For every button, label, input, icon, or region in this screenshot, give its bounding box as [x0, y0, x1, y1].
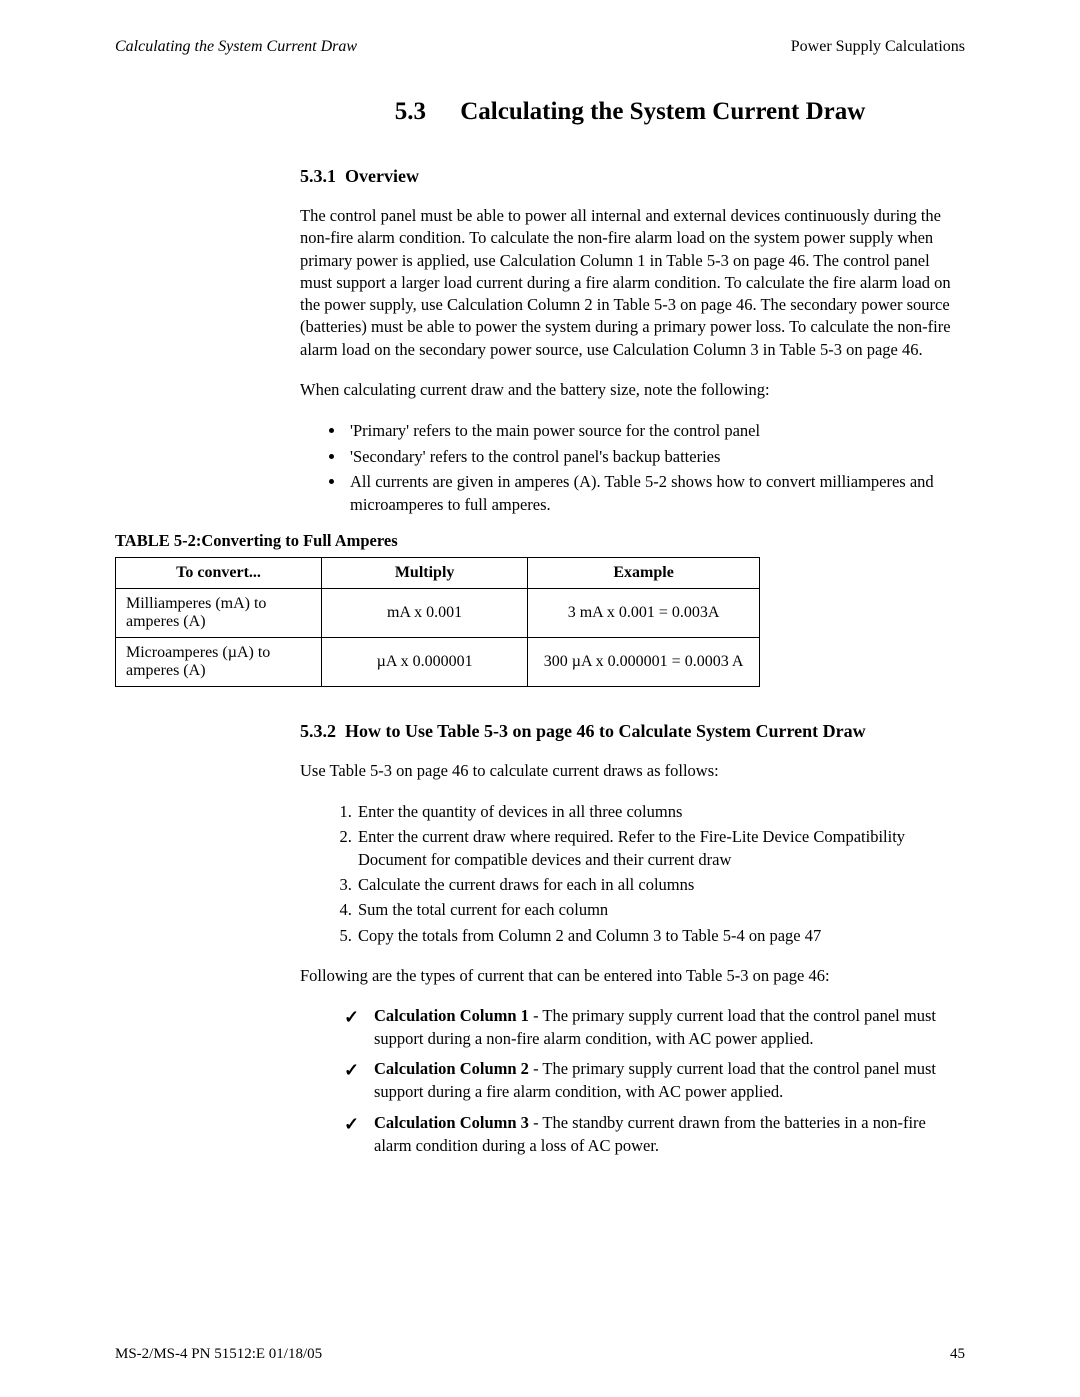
- table-cell: mA x 0.001: [322, 588, 528, 637]
- header-left: Calculating the System Current Draw: [115, 38, 357, 56]
- table-cell: Microamperes (µA) to amperes (A): [116, 637, 322, 686]
- step-item: Copy the totals from Column 2 and Column…: [356, 924, 965, 947]
- step-item: Enter the quantity of devices in all thr…: [356, 800, 965, 823]
- check-bold: Calculation Column 3: [374, 1113, 529, 1132]
- bullet-item: 'Primary' refers to the main power sourc…: [346, 419, 965, 442]
- subsection-1-number: 5.3.1: [300, 166, 336, 186]
- step-item: Sum the total current for each column: [356, 898, 965, 921]
- bullet-item: 'Secondary' refers to the control panel'…: [346, 445, 965, 468]
- table-caption: TABLE 5-2:Converting to Full Amperes: [115, 531, 965, 551]
- bullet-item: All currents are given in amperes (A). T…: [346, 470, 965, 517]
- section-title: 5.3 Calculating the System Current Draw: [295, 98, 965, 126]
- subsection-1-title: 5.3.1 Overview: [300, 166, 965, 187]
- step-item: Calculate the current draws for each in …: [356, 873, 965, 896]
- conversion-table: To convert... Multiply Example Milliampe…: [115, 557, 760, 687]
- subsection-2-text: How to Use Table 5-3 on page 46 to Calcu…: [345, 721, 866, 741]
- content-area: 5.3.1 Overview The control panel must be…: [300, 166, 965, 517]
- overview-bullet-list: 'Primary' refers to the main power sourc…: [300, 419, 965, 517]
- header-right: Power Supply Calculations: [791, 38, 965, 56]
- page-header: Calculating the System Current Draw Powe…: [115, 38, 965, 56]
- sub2-intro: Use Table 5-3 on page 46 to calculate cu…: [300, 760, 965, 782]
- subsection-1-text: Overview: [345, 166, 419, 186]
- footer-left: MS-2/MS-4 PN 51512:E 01/18/05: [115, 1346, 322, 1363]
- check-item: Calculation Column 3 - The standby curre…: [344, 1112, 965, 1158]
- sub2-following: Following are the types of current that …: [300, 965, 965, 987]
- table-col-header: Example: [528, 557, 760, 588]
- footer-page-number: 45: [950, 1346, 965, 1363]
- section-title-text: Calculating the System Current Draw: [460, 98, 865, 125]
- overview-paragraph-1: The control panel must be able to power …: [300, 205, 965, 361]
- document-page: Calculating the System Current Draw Powe…: [0, 0, 1080, 1397]
- table-header-row: To convert... Multiply Example: [116, 557, 760, 588]
- page-footer: MS-2/MS-4 PN 51512:E 01/18/05 45: [115, 1346, 965, 1363]
- check-bold: Calculation Column 2: [374, 1059, 529, 1078]
- steps-list: Enter the quantity of devices in all thr…: [300, 800, 965, 947]
- check-item: Calculation Column 1 - The primary suppl…: [344, 1005, 965, 1051]
- subsection-2-number: 5.3.2: [300, 721, 336, 741]
- check-list: Calculation Column 1 - The primary suppl…: [300, 1005, 965, 1158]
- table-row: Microamperes (µA) to amperes (A) µA x 0.…: [116, 637, 760, 686]
- check-bold: Calculation Column 1: [374, 1006, 529, 1025]
- table-cell: Milliamperes (mA) to amperes (A): [116, 588, 322, 637]
- section-number: 5.3: [395, 98, 426, 125]
- check-item: Calculation Column 2 - The primary suppl…: [344, 1058, 965, 1104]
- subsection-2-title: 5.3.2 How to Use Table 5-3 on page 46 to…: [300, 721, 965, 742]
- content-area-2: 5.3.2 How to Use Table 5-3 on page 46 to…: [300, 721, 965, 1158]
- table-cell: 3 mA x 0.001 = 0.003A: [528, 588, 760, 637]
- table-cell: µA x 0.000001: [322, 637, 528, 686]
- table-cell: 300 µA x 0.000001 = 0.0003 A: [528, 637, 760, 686]
- step-item: Enter the current draw where required. R…: [356, 825, 965, 871]
- table-row: Milliamperes (mA) to amperes (A) mA x 0.…: [116, 588, 760, 637]
- overview-paragraph-2: When calculating current draw and the ba…: [300, 379, 965, 401]
- table-col-header: Multiply: [322, 557, 528, 588]
- table-col-header: To convert...: [116, 557, 322, 588]
